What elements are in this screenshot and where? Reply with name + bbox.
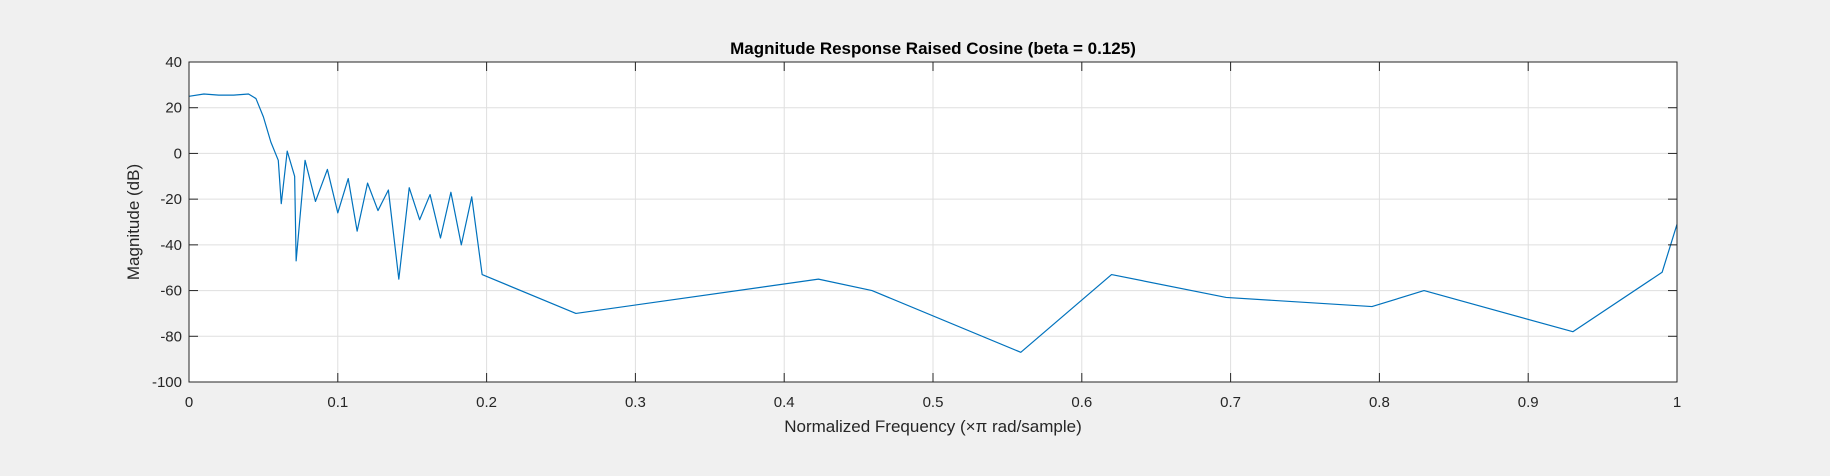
x-tick-label: 0.1 [327, 394, 348, 411]
y-tick-label: -40 [160, 237, 182, 254]
y-tick-label: -80 [160, 328, 182, 345]
y-tick-label: 0 [174, 145, 182, 162]
data-series [188, 93, 1678, 353]
x-tick-label: 0.8 [1369, 394, 1390, 411]
ticks: 0 0.1 0.2 0.3 0.4 0.5 0.6 0.7 0.8 0.9 1 40 20 0 -20 -40… [152, 54, 1681, 411]
chart-title: Magnitude Response Raised Cosine (beta =… [730, 39, 1136, 58]
x-tick-label: 0.3 [625, 394, 646, 411]
x-tick-label: 0.9 [1518, 394, 1539, 411]
grid-lines [189, 62, 1677, 382]
y-tick-label: 40 [165, 54, 182, 71]
y-tick-label: 20 [165, 100, 182, 117]
x-tick-label: 0.2 [476, 394, 497, 411]
x-tick-label: 0.7 [1220, 394, 1241, 411]
series-line [188, 93, 1678, 353]
y-tick-label: -100 [152, 374, 182, 391]
x-tick-label: 1 [1673, 394, 1681, 411]
y-tick-label: -20 [160, 191, 182, 208]
y-tick-label: -60 [160, 283, 182, 300]
x-tick-label: 0.4 [774, 394, 795, 411]
x-tick-label: 0.5 [923, 394, 944, 411]
y-axis-label: Magnitude (dB) [124, 164, 143, 280]
x-tick-label: 0 [185, 394, 193, 411]
x-axis-label: Normalized Frequency (×π rad/sample) [784, 417, 1082, 436]
x-tick-label: 0.6 [1071, 394, 1092, 411]
